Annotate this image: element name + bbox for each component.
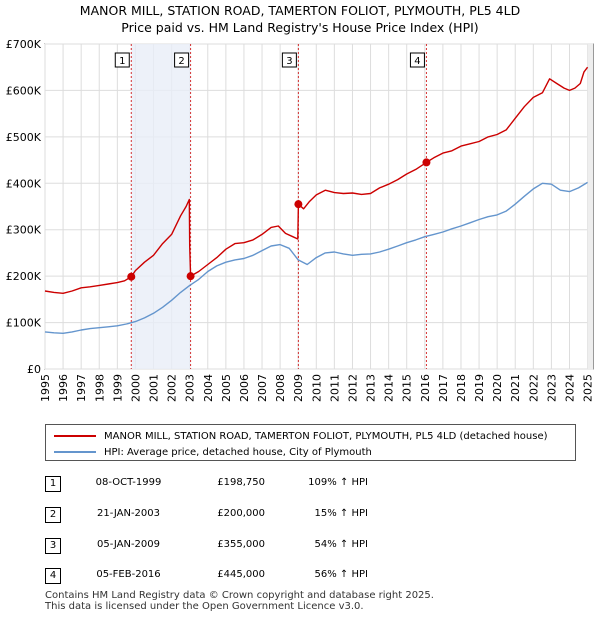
price-chart: £0 £100K £200K £300K £400K £500K £600K £700K 199… [6, 38, 595, 402]
x-tick-label: 2013 [365, 374, 378, 402]
x-tick-label: 2012 [346, 374, 359, 402]
chart-legend: MANOR MILL, STATION ROAD, TAMERTON FOLIO… [45, 424, 576, 461]
chart-title: MANOR MILL, STATION ROAD, TAMERTON FOLIO… [79, 3, 521, 18]
x-tick-label: 2005 [220, 374, 233, 402]
sale-price: £355,000 [217, 539, 265, 550]
sale-number-badge: 4 [45, 568, 61, 584]
chart-subtitle: Price paid vs. HM Land Registry's House … [121, 20, 479, 35]
sale-label-box [281, 52, 297, 68]
x-tick-label: 2021 [509, 374, 522, 402]
footer-attribution: Contains HM Land Registry data © Crown c… [45, 590, 434, 612]
legend-item-property: MANOR MILL, STATION ROAD, TAMERTON FOLIO… [54, 429, 548, 443]
legend-swatch-hpi [54, 451, 96, 453]
x-tick-label: 2019 [473, 374, 486, 402]
x-tick-label: 1998 [93, 374, 106, 402]
sale-date: 05-FEB-2016 [96, 569, 161, 580]
x-tick-label: 2025 [582, 374, 595, 402]
sale-label: 3 [286, 56, 292, 67]
x-tick-label: 2017 [437, 374, 450, 402]
x-tick-label: 2003 [184, 374, 197, 402]
legend-item-hpi: HPI: Average price, detached house, City… [54, 445, 372, 459]
table-row: 3 05-JAN-2009 £355,000 54% ↑ HPI [45, 538, 485, 556]
x-tick-label: 2002 [166, 374, 179, 402]
x-tick-label: 2010 [310, 374, 323, 402]
y-tick-label: £500K [6, 131, 42, 144]
sale-hpi-change: 54% ↑ HPI [314, 539, 368, 550]
x-tick-label: 1996 [57, 374, 70, 402]
x-tick-label: 2023 [545, 374, 558, 402]
x-tick-label: 2022 [527, 374, 540, 402]
sale-price: £445,000 [217, 569, 265, 580]
y-tick-label: £400K [6, 177, 42, 190]
x-tick-label: 2024 [563, 374, 576, 402]
plot-background [44, 43, 594, 370]
sale-number-badge: 2 [45, 507, 61, 523]
sale-point [186, 272, 195, 281]
legend-label-property: MANOR MILL, STATION ROAD, TAMERTON FOLIO… [104, 430, 548, 442]
x-tick-label: 2000 [129, 374, 142, 402]
chart-title-block: MANOR MILL, STATION ROAD, TAMERTON FOLIO… [0, 2, 600, 36]
future-hatch [587, 44, 593, 369]
x-tick-label: 2020 [491, 374, 504, 402]
table-row: 4 05-FEB-2016 £445,000 56% ↑ HPI [45, 568, 485, 586]
legend-swatch-property [54, 435, 96, 437]
property-price-line [44, 66, 589, 294]
sale-date: 21-JAN-2003 [96, 508, 161, 519]
x-tick-label: 2018 [455, 374, 468, 402]
x-tick-label: 2004 [202, 374, 215, 402]
x-tick-label: 2007 [256, 374, 269, 402]
x-tick-label: 2015 [401, 374, 414, 402]
x-tick-label: 2006 [238, 374, 251, 402]
footer-licence: This data is licensed under the Open Gov… [45, 601, 364, 612]
sale-price: £198,750 [217, 477, 265, 488]
x-tick-label: 2001 [148, 374, 161, 402]
table-row: 2 21-JAN-2003 £200,000 15% ↑ HPI [45, 507, 485, 525]
sale-hpi-change: 109% ↑ HPI [308, 477, 368, 488]
table-row: 1 08-OCT-1999 £198,750 109% ↑ HPI [45, 476, 485, 494]
sale-label: 4 [414, 56, 420, 67]
footer-copyright: Contains HM Land Registry data © Crown c… [45, 590, 434, 601]
sale-label: 2 [178, 56, 184, 67]
sale-label-box [174, 52, 190, 68]
sale-label-box [114, 52, 130, 68]
x-tick-label: 1997 [75, 374, 88, 402]
sale-number-badge: 1 [45, 476, 61, 492]
sale-date: 05-JAN-2009 [96, 539, 161, 550]
x-tick-label: 2008 [274, 374, 287, 402]
y-tick-label: £0 [27, 363, 41, 376]
y-tick-label: £600K [6, 84, 42, 97]
y-tick-label: £200K [6, 270, 42, 283]
sale-number-badge: 3 [45, 538, 61, 554]
x-tick-label: 2014 [383, 374, 396, 402]
sale-hpi-change: 56% ↑ HPI [314, 569, 368, 580]
y-tick-label: £100K [6, 317, 42, 330]
sale-point [294, 200, 303, 209]
sale-date: 08-OCT-1999 [95, 477, 162, 488]
ownership-band [131, 44, 191, 369]
y-tick-label: £300K [6, 224, 42, 237]
legend-label-hpi: HPI: Average price, detached house, City… [104, 446, 372, 458]
x-tick-label: 2016 [419, 374, 432, 402]
sale-point [127, 272, 136, 281]
hpi-line [44, 181, 588, 334]
x-tick-label: 2011 [328, 374, 341, 402]
sale-hpi-change: 15% ↑ HPI [314, 508, 368, 519]
sale-label: 1 [119, 56, 125, 67]
x-tick-label: 1995 [39, 374, 52, 402]
x-tick-label: 2009 [292, 374, 305, 402]
y-tick-label: £700K [6, 38, 42, 51]
x-tick-label: 1999 [111, 374, 124, 402]
sale-price: £200,000 [217, 508, 265, 519]
sale-point [422, 158, 431, 167]
sale-label-box [409, 52, 425, 68]
